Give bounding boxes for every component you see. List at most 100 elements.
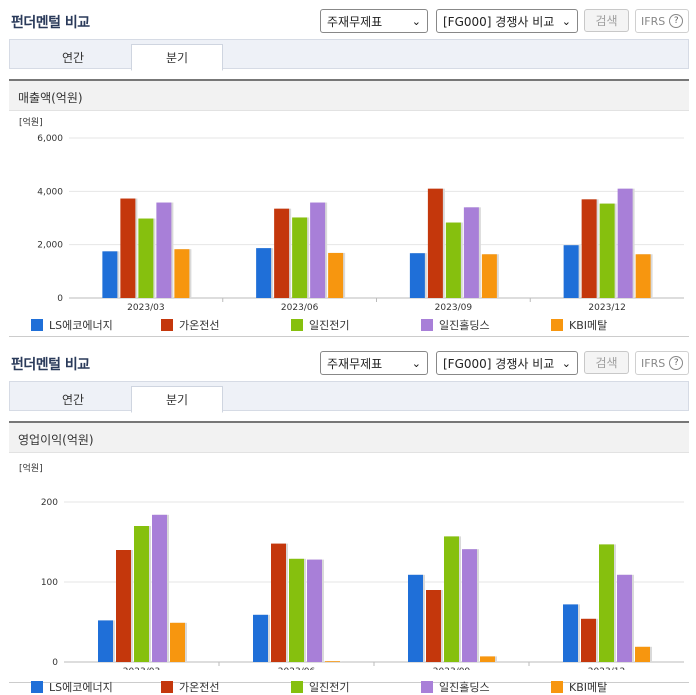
x-tick-label: 2023/12 — [588, 667, 625, 670]
x-tick-label: 2023/12 — [588, 303, 625, 313]
x-tick-label: 2023/09 — [435, 303, 473, 313]
legend-swatch — [161, 319, 173, 331]
tab-quarterly[interactable]: 분기 — [131, 44, 223, 71]
x-tick-label: 2023/03 — [127, 303, 164, 313]
chart-header: 영업이익(억원) — [9, 423, 689, 453]
chart-title: 매출액(억원) — [18, 91, 83, 105]
legend-item[interactable]: 일진전기 — [291, 317, 349, 333]
search-button[interactable]: 검색 — [584, 351, 629, 374]
chevron-down-icon: ⌄ — [561, 14, 571, 28]
legend-item[interactable]: 일진홀딩스 — [421, 317, 490, 333]
bar[interactable] — [253, 614, 268, 662]
y-unit-label: [억원] — [19, 116, 43, 128]
y-tick-label: 0 — [52, 658, 58, 668]
legend-item[interactable]: 가온전선 — [161, 679, 219, 695]
legend-label: KBI메탈 — [569, 319, 608, 332]
legend-item[interactable]: 일진전기 — [291, 679, 349, 695]
compare-select[interactable]: [FG000] 경쟁사 비교 ⌄ — [436, 9, 578, 33]
chart-legend: LS에코에너지 가온전선 일진전기 일진홀딩스 KBI메탈 — [31, 315, 681, 333]
bar[interactable] — [256, 248, 272, 298]
legend-swatch — [161, 681, 173, 693]
chart-legend: LS에코에너지 가온전선 일진전기 일진홀딩스 KBI메탈 — [31, 677, 681, 695]
legend-label: 가온전선 — [179, 681, 220, 694]
bar[interactable] — [120, 198, 136, 298]
bar[interactable] — [98, 620, 113, 662]
legend-swatch — [31, 319, 43, 331]
bar[interactable] — [409, 253, 425, 298]
bar[interactable] — [134, 526, 149, 662]
tab-quarterly[interactable]: 분기 — [131, 386, 223, 413]
help-icon: ? — [669, 14, 684, 28]
legend-swatch — [551, 681, 563, 693]
bar[interactable] — [635, 254, 651, 298]
bar[interactable] — [102, 251, 118, 298]
bar[interactable] — [328, 252, 344, 298]
chevron-down-icon: ⌄ — [561, 356, 571, 370]
legend-item[interactable]: KBI메탈 — [551, 317, 607, 333]
bar[interactable] — [138, 218, 154, 298]
bar[interactable] — [325, 661, 340, 662]
bar[interactable] — [116, 550, 131, 662]
bar[interactable] — [174, 249, 190, 298]
bar[interactable] — [463, 207, 479, 298]
bar[interactable] — [635, 646, 650, 662]
bar[interactable] — [617, 574, 632, 662]
period-tabs: 연간 분기 — [9, 39, 689, 71]
bar[interactable] — [271, 543, 286, 662]
bar[interactable] — [156, 202, 172, 298]
bar[interactable] — [427, 188, 443, 298]
bar[interactable] — [152, 514, 167, 662]
bar[interactable] — [426, 590, 441, 662]
bar[interactable] — [170, 622, 185, 662]
chevron-down-icon: ⌄ — [411, 14, 421, 28]
legend-label: KBI메탈 — [569, 681, 608, 694]
legend-swatch — [421, 319, 433, 331]
ifrs-help-button[interactable]: IFRS ? — [635, 351, 689, 375]
bar[interactable] — [292, 217, 308, 298]
bar[interactable] — [563, 604, 578, 662]
ifrs-help-button[interactable]: IFRS ? — [635, 9, 689, 33]
bar[interactable] — [289, 558, 304, 662]
legend-label: 일진홀딩스 — [439, 681, 490, 694]
legend-swatch — [291, 681, 303, 693]
bar[interactable] — [581, 199, 597, 298]
legend-item[interactable]: 일진홀딩스 — [421, 679, 490, 695]
bar[interactable] — [408, 574, 423, 662]
legend-item[interactable]: LS에코에너지 — [31, 679, 113, 695]
bar[interactable] — [599, 203, 615, 298]
fundamental-compare-section-op-income: 펀더멘털 비교 주재무제표 ⌄ [FG000] 경쟁사 비교 ⌄ 검색 IFRS… — [0, 342, 696, 694]
chart-header: 매출액(억원) — [9, 81, 689, 111]
legend-item[interactable]: KBI메탈 — [551, 679, 607, 695]
compare-select[interactable]: [FG000] 경쟁사 비교 ⌄ — [436, 351, 578, 375]
bar[interactable] — [481, 254, 497, 298]
bar[interactable] — [581, 618, 596, 662]
legend-swatch — [291, 319, 303, 331]
bar[interactable] — [617, 188, 633, 298]
legend-swatch — [551, 319, 563, 331]
tab-annual[interactable]: 연간 — [61, 392, 85, 407]
legend-label: LS에코에너지 — [49, 681, 113, 694]
legend-swatch — [31, 681, 43, 693]
ifrs-label: IFRS — [641, 14, 666, 28]
sales-bar-chart: [억원] 0 2,000 4,000 6,000 2023/03 2023/06 2023/0… — [19, 116, 684, 313]
tab-annual[interactable]: 연간 — [61, 50, 85, 65]
legend-swatch — [421, 681, 433, 693]
search-button[interactable]: 검색 — [584, 9, 629, 32]
bar[interactable] — [480, 656, 495, 662]
bar[interactable] — [310, 202, 326, 298]
compare-select-value: [FG000] 경쟁사 비교 — [443, 14, 555, 29]
x-tick-label: 2023/06 — [278, 667, 316, 670]
y-tick-label: 4,000 — [37, 187, 63, 197]
legend-item[interactable]: 가온전선 — [161, 317, 219, 333]
bar[interactable] — [563, 245, 579, 298]
bar[interactable] — [462, 549, 477, 662]
statement-select[interactable]: 주재무제표 ⌄ — [320, 9, 428, 33]
bar[interactable] — [445, 222, 461, 298]
bar[interactable] — [599, 544, 614, 662]
statement-select[interactable]: 주재무제표 ⌄ — [320, 351, 428, 375]
bar[interactable] — [444, 536, 459, 662]
statement-select-value: 주재무제표 — [327, 14, 383, 29]
bar[interactable] — [307, 559, 322, 662]
bar[interactable] — [274, 208, 290, 298]
legend-item[interactable]: LS에코에너지 — [31, 317, 113, 333]
